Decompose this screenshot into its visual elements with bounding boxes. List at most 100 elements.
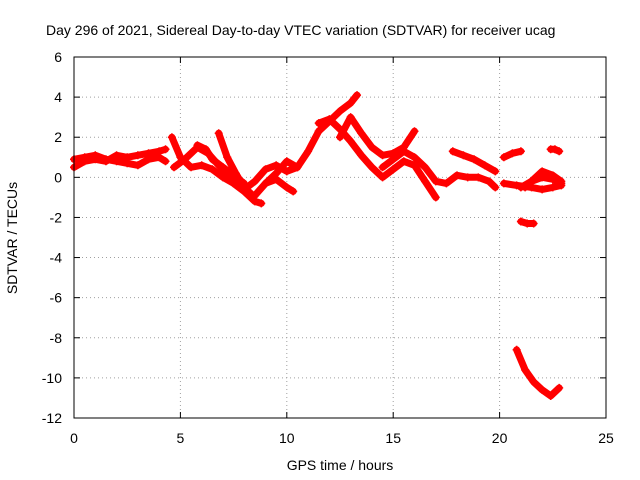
data-point bbox=[555, 383, 564, 392]
data-point bbox=[261, 165, 270, 174]
series-arc-14 bbox=[448, 147, 500, 176]
y-axis-label: SDTVAR / TECUs bbox=[4, 182, 20, 294]
data-point bbox=[240, 185, 249, 194]
data-point bbox=[421, 163, 430, 172]
axis-tick-labels: 0 5 10 15 20 25 -12 -10 -8 -6 -4 -2 0 2 4 6 bbox=[42, 49, 614, 446]
data-point bbox=[474, 173, 483, 182]
data-point bbox=[431, 177, 440, 186]
data-point bbox=[557, 177, 566, 186]
data-point bbox=[272, 169, 281, 178]
x-tick-label: 15 bbox=[385, 430, 401, 446]
data-point bbox=[161, 157, 170, 166]
plot-frame bbox=[73, 56, 607, 419]
data-point bbox=[410, 161, 419, 170]
data-point bbox=[491, 183, 500, 192]
data-point bbox=[80, 153, 89, 162]
data-point bbox=[399, 147, 408, 156]
data-point bbox=[314, 127, 323, 136]
data-point bbox=[112, 157, 121, 166]
data-point bbox=[304, 147, 313, 156]
data-point bbox=[170, 163, 179, 172]
data-point bbox=[218, 173, 227, 182]
data-point bbox=[282, 167, 291, 176]
data-point bbox=[250, 191, 259, 200]
y-tick-label: -12 bbox=[42, 410, 62, 426]
data-point bbox=[133, 151, 142, 160]
data-point bbox=[410, 127, 419, 136]
data-point bbox=[459, 151, 468, 160]
data-point bbox=[410, 153, 419, 162]
series-arc-18 bbox=[521, 167, 566, 192]
data-point bbox=[214, 129, 223, 138]
chart-title: Day 296 of 2021, Sidereal Day-to-day VTE… bbox=[46, 22, 555, 38]
data-point bbox=[529, 175, 538, 184]
series-arc-11 bbox=[314, 115, 440, 202]
series-arc-20 bbox=[546, 145, 564, 156]
y-tick-label: -6 bbox=[50, 290, 63, 306]
data-point bbox=[442, 179, 451, 188]
data-point bbox=[161, 145, 170, 154]
data-point bbox=[448, 147, 457, 156]
data-point bbox=[250, 177, 259, 186]
data-point bbox=[550, 145, 559, 154]
data-point bbox=[336, 133, 344, 142]
series-band bbox=[262, 127, 323, 187]
y-tick-label: -10 bbox=[42, 370, 62, 386]
data-point bbox=[453, 171, 462, 180]
data-point bbox=[512, 345, 521, 354]
data-point bbox=[378, 173, 387, 182]
series-arc-19 bbox=[516, 217, 538, 228]
series-arc-13 bbox=[378, 147, 500, 192]
data-point bbox=[353, 91, 362, 100]
data-point bbox=[180, 155, 189, 164]
data-point bbox=[538, 385, 547, 394]
data-point bbox=[167, 133, 176, 142]
data-point bbox=[282, 157, 291, 166]
data-point bbox=[101, 155, 110, 164]
data-point bbox=[223, 153, 232, 162]
data-point bbox=[346, 113, 355, 122]
y-tick-label: -2 bbox=[50, 209, 63, 225]
y-tick-label: 4 bbox=[54, 89, 62, 105]
data-point bbox=[201, 145, 210, 154]
data-point bbox=[463, 173, 472, 182]
data-point bbox=[187, 163, 196, 172]
y-tick-label: 2 bbox=[54, 129, 62, 145]
series-arc-7 bbox=[240, 161, 302, 194]
data-point bbox=[91, 151, 100, 160]
series-band bbox=[315, 115, 440, 201]
data-point bbox=[499, 179, 508, 188]
data-point bbox=[367, 143, 376, 152]
x-tick-label: 0 bbox=[70, 430, 78, 446]
data-point bbox=[261, 179, 270, 188]
data-point bbox=[548, 183, 557, 192]
data-point bbox=[293, 163, 302, 172]
axis-ticks bbox=[73, 56, 607, 419]
data-point bbox=[516, 147, 525, 156]
y-tick-label: 6 bbox=[54, 49, 62, 65]
data-point bbox=[231, 169, 240, 178]
data-point bbox=[529, 219, 538, 228]
data-point bbox=[336, 107, 344, 116]
x-tick-label: 5 bbox=[177, 430, 185, 446]
data-point bbox=[491, 167, 500, 176]
data-point bbox=[257, 199, 266, 208]
x-tick-label: 20 bbox=[492, 430, 508, 446]
data-point bbox=[499, 153, 508, 162]
y-tick-label: -8 bbox=[50, 330, 63, 346]
data-point bbox=[325, 115, 334, 124]
data-point bbox=[508, 149, 517, 158]
data-point bbox=[357, 129, 366, 138]
data-point bbox=[538, 185, 547, 194]
data-point bbox=[431, 193, 440, 202]
series-arc-15 bbox=[499, 147, 525, 162]
data-point bbox=[399, 157, 408, 166]
data-point bbox=[529, 377, 538, 386]
data-point bbox=[155, 153, 164, 162]
data-point bbox=[144, 155, 153, 164]
data-point bbox=[346, 137, 355, 146]
series-layer bbox=[70, 91, 566, 400]
data-point bbox=[208, 155, 217, 164]
data-point bbox=[521, 365, 530, 374]
